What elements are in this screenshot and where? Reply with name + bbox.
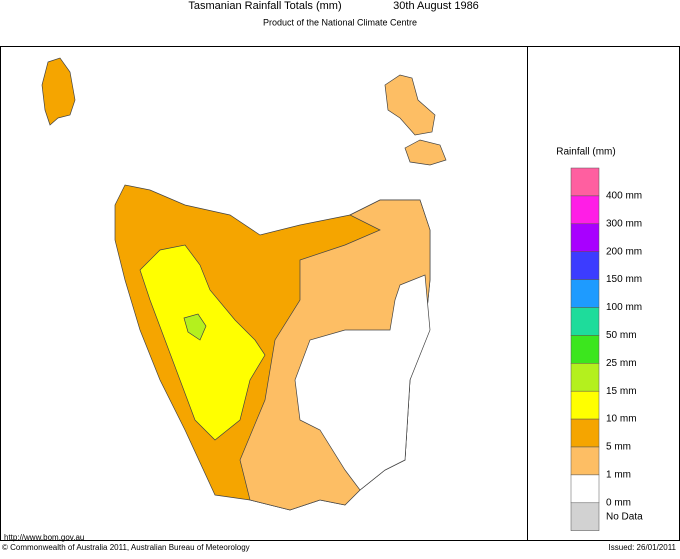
- legend-swatch: [570, 167, 600, 197]
- legend-label: 50 mm: [606, 330, 637, 341]
- legend-swatch: [570, 279, 600, 308]
- legend-swatch: [570, 474, 600, 504]
- legend-label: 10 mm: [606, 414, 637, 425]
- legend-label: No Data: [606, 511, 643, 522]
- map-date: 30th August 1986: [393, 0, 479, 12]
- region-0-1mm: [294, 274, 431, 491]
- legend-label: 5 mm: [606, 442, 631, 453]
- region-15-25mm: [183, 313, 207, 341]
- legend-label: 100 mm: [606, 302, 642, 313]
- footer-copyright: © Commonwealth of Australia 2011, Austra…: [2, 543, 250, 552]
- footer-url: http://www.bom.gov.au: [4, 533, 84, 542]
- legend-swatch: [570, 363, 600, 392]
- legend-swatch: [570, 502, 600, 531]
- legend-title: Rainfall (mm): [556, 147, 615, 158]
- legend-swatch: [570, 307, 600, 336]
- king-island: [41, 57, 76, 126]
- legend-swatch: [570, 390, 600, 420]
- map-title: Tasmanian Rainfall Totals (mm): [188, 0, 341, 12]
- footer-issued: Issued: 26/01/2011: [609, 543, 677, 552]
- legend: 400 mm 300 mm 200 mm 150 mm 100 mm 50 mm 25 mm…: [570, 167, 643, 531]
- legend-swatch: [570, 446, 600, 476]
- legend-label: 0 mm: [606, 497, 631, 508]
- region-10-15mm: [139, 244, 266, 441]
- legend-label: 200 mm: [606, 246, 642, 257]
- legend-label: 150 mm: [606, 274, 642, 285]
- legend-label: 400 mm: [606, 191, 642, 202]
- map-subtitle: Product of the National Climate Centre: [263, 17, 417, 27]
- flinders-island: [384, 74, 436, 136]
- legend-swatch: [570, 335, 600, 364]
- legend-swatch: [570, 195, 600, 225]
- legend-swatch: [570, 418, 600, 448]
- legend-swatch: [570, 223, 600, 252]
- cape-barren-island: [404, 139, 447, 166]
- legend-label: 300 mm: [606, 218, 642, 229]
- legend-swatch: [570, 251, 600, 280]
- legend-label: 15 mm: [606, 386, 637, 397]
- legend-label: 1 mm: [606, 470, 631, 481]
- tasmania-map: [41, 57, 447, 511]
- legend-label: 25 mm: [606, 358, 637, 369]
